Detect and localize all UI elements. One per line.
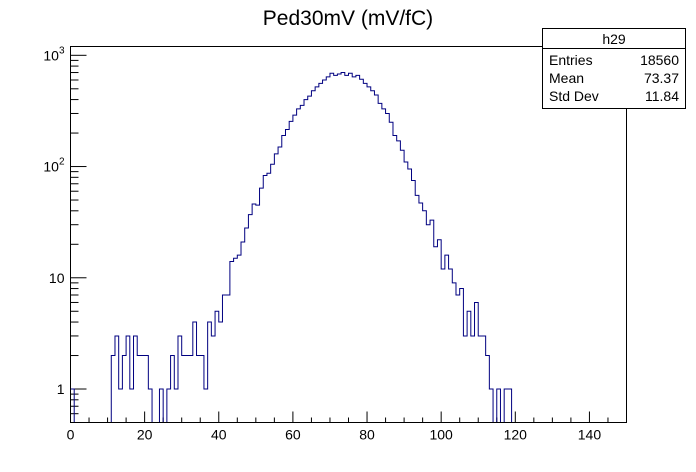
x-tick-label: 0 (67, 427, 75, 443)
stats-mean-label: Mean (549, 70, 584, 86)
stats-box-name: h29 (602, 31, 626, 47)
stats-mean-value: 73.37 (644, 70, 679, 86)
y-tick-exponent: 3 (59, 45, 65, 56)
stats-box: h29 Entries 18560 Mean 73.37 Std Dev 11.… (542, 28, 686, 109)
y-tick-label: 103 (43, 45, 65, 63)
stats-entries-value: 18560 (640, 52, 679, 68)
stats-box-frame (542, 28, 686, 109)
x-axis: 0 20 40 60 80 100 120 140 (67, 411, 627, 443)
stats-entries-label: Entries (549, 52, 593, 68)
y-tick-base: 10 (43, 159, 59, 175)
y-tick-base: 10 (49, 270, 65, 286)
chart-title: Ped30mV (mV/fC) (263, 7, 433, 30)
x-tick-label: 100 (429, 427, 453, 443)
plot-frame (70, 46, 627, 423)
y-tick-base: 1 (57, 381, 65, 397)
x-tick-label: 20 (137, 427, 153, 443)
x-tick-label: 140 (578, 427, 602, 443)
stats-stddev-label: Std Dev (549, 88, 599, 104)
x-tick-label: 40 (211, 427, 227, 443)
y-tick-exponent: 2 (59, 157, 65, 168)
histogram-line (70, 72, 627, 423)
x-tick-label: 120 (504, 427, 528, 443)
stats-stddev-value: 11.84 (645, 88, 679, 104)
y-tick-label: 1 (57, 381, 65, 397)
x-tick-label: 80 (359, 427, 375, 443)
y-tick-label: 102 (43, 157, 65, 175)
y-tick-label: 10 (49, 270, 65, 286)
x-tick-label: 60 (285, 427, 301, 443)
y-tick-base: 10 (43, 47, 59, 63)
